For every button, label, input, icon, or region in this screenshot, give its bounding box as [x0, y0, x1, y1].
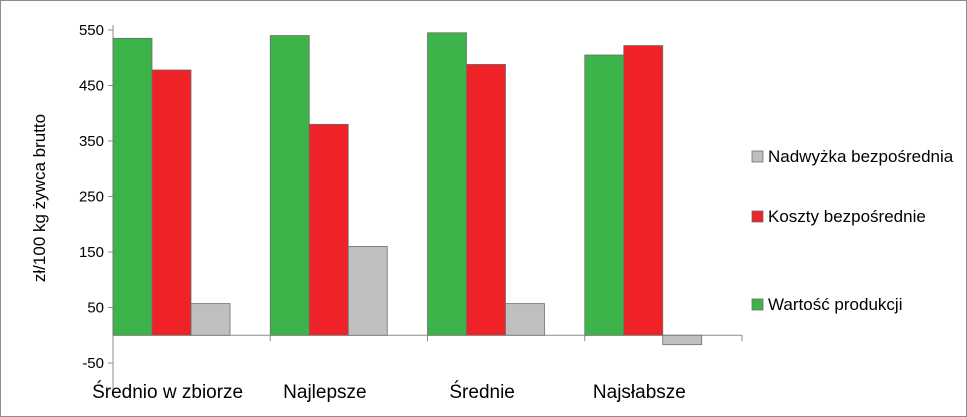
x-category-label: Średnie	[449, 381, 515, 403]
bar	[151, 69, 192, 336]
legend-swatch	[751, 298, 764, 311]
legend-label: Koszty bezpośrednie	[768, 207, 926, 226]
bar	[347, 246, 388, 336]
y-tick-label: 250	[79, 189, 104, 206]
legend: Nadwyżka bezpośrednia Koszty bezpośrednie…	[751, 147, 954, 314]
legend-swatch	[751, 210, 764, 223]
x-category-label: Najlepsze	[283, 382, 366, 403]
legend-label: Nadwyżka bezpośrednia	[768, 147, 954, 166]
bar	[466, 64, 506, 336]
legend-swatch	[751, 150, 764, 163]
bar	[308, 123, 349, 336]
bar	[505, 303, 545, 336]
bar	[190, 303, 231, 336]
bar	[662, 334, 703, 346]
y-tick-label: 150	[79, 244, 104, 261]
bar	[427, 32, 467, 336]
bar	[269, 35, 310, 336]
y-tick-label: -50	[82, 355, 104, 372]
y-tick-label: 50	[87, 300, 104, 317]
bar	[623, 45, 664, 336]
y-tick-label: 350	[79, 133, 104, 150]
x-category-label: Najsłabsze	[593, 382, 686, 403]
y-tick-label: 450	[79, 78, 104, 95]
bar	[112, 37, 153, 336]
bar	[584, 54, 625, 336]
y-ticks: 550 450 350 250 150 50 -50	[79, 22, 113, 372]
y-axis-label: zł/100 kg żywca brutto	[30, 114, 49, 282]
x-category-label: Średnio w zbiorze	[92, 381, 243, 403]
bars	[112, 32, 703, 346]
x-ticks: Średnio w zbiorze Najlepsze Średnie Najsłab…	[92, 335, 743, 403]
y-tick-label: 550	[79, 22, 104, 39]
legend-label: Wartość produkcji	[768, 295, 902, 314]
